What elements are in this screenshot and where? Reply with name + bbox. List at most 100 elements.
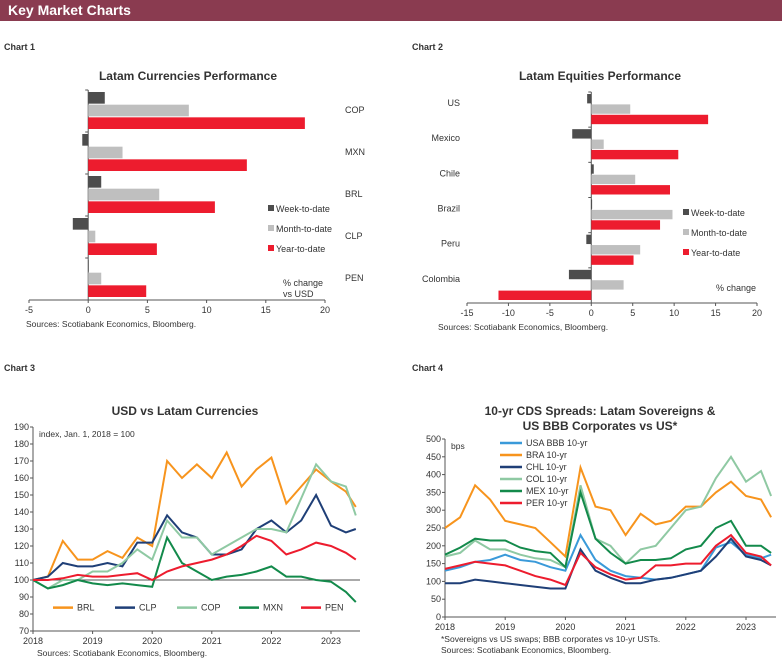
x-tick-label: -10	[502, 308, 515, 318]
x-tick-label: -5	[546, 308, 554, 318]
series-line-brl	[32, 450, 357, 581]
y-tick-label: 180	[14, 439, 29, 449]
x-tick-label: 20	[320, 305, 330, 315]
x-tick-label: 2023	[736, 622, 756, 632]
y-tick-label: 160	[14, 473, 29, 483]
category-label: Chile	[439, 168, 460, 178]
x-tick-label: 20	[752, 308, 762, 318]
y-tick-label: 300	[426, 505, 441, 515]
y-tick-label: 150	[14, 490, 29, 500]
y-tick-label: 70	[19, 626, 29, 636]
unit-annotation: % change	[283, 278, 323, 288]
series-line-chl-10-yr	[445, 537, 772, 590]
header-title: Key Market Charts	[8, 2, 131, 18]
bar-week-to-date	[88, 260, 89, 272]
series-line-pen	[33, 534, 357, 582]
bar-week-to-date	[72, 218, 89, 230]
series-line-bra-10-yr	[444, 463, 772, 559]
legend-label: MXN	[263, 603, 283, 613]
legend-label: MEX 10-yr	[526, 486, 569, 496]
y-tick-label: 500	[426, 434, 441, 444]
category-label: Colombia	[422, 274, 460, 284]
x-tick-label: 2023	[321, 636, 341, 646]
bar-month-to-date	[88, 272, 102, 285]
y-tick-label: 450	[426, 452, 441, 462]
x-tick-label: 10	[202, 305, 212, 315]
bar-month-to-date	[591, 209, 673, 220]
y-tick-label: 50	[431, 594, 441, 604]
y-tick-label: 90	[19, 592, 29, 602]
x-tick-label: 2020	[142, 636, 162, 646]
y-tick-label: 110	[15, 558, 29, 568]
x-tick-label: 0	[86, 305, 91, 315]
legend-swatch	[683, 209, 689, 215]
bar-year-to-date	[88, 117, 305, 129]
chart-label: Chart 3	[4, 363, 35, 373]
bar-week-to-date	[88, 176, 102, 188]
x-tick-label: 2021	[616, 622, 636, 632]
bar-year-to-date	[88, 243, 157, 255]
legend-label: COP	[201, 603, 221, 613]
series-line-col-10-yr	[444, 454, 773, 569]
category-label: PEN	[345, 273, 364, 283]
category-label: Brazil	[437, 204, 460, 214]
y-tick-label: 100	[426, 576, 441, 586]
legend-label: Week-to-date	[691, 208, 745, 218]
y-tick-label: 350	[426, 487, 441, 497]
source-note: Sources: Scotiabank Economics, Bloomberg…	[438, 322, 608, 332]
bar-month-to-date	[591, 280, 624, 290]
legend-label: Week-to-date	[276, 204, 330, 214]
y-tick-label: 190	[14, 422, 29, 432]
category-label: COP	[345, 105, 365, 115]
category-label: MXN	[345, 147, 365, 157]
legend-label: BRL	[77, 603, 95, 613]
bar-year-to-date	[498, 290, 592, 300]
source-note: Sources: Scotiabank Economics, Bloomberg…	[441, 645, 611, 655]
bar-week-to-date	[591, 164, 594, 174]
chart-title-line2: US BBB Corporates vs US*	[523, 419, 678, 433]
y-tick-label: 150	[426, 559, 441, 569]
legend-label: PER 10-yr	[526, 498, 568, 508]
x-tick-label: 2022	[676, 622, 696, 632]
bar-year-to-date	[591, 114, 709, 125]
chart-label: Chart 4	[412, 363, 443, 373]
bar-year-to-date	[591, 255, 634, 265]
legend-label: Year-to-date	[276, 244, 325, 254]
category-label: Mexico	[431, 133, 460, 143]
bar-month-to-date	[88, 146, 123, 159]
header-banner: Key Market Charts	[0, 0, 782, 21]
category-label: US	[447, 98, 460, 108]
bar-week-to-date	[568, 269, 592, 280]
y-tick-label: 140	[14, 507, 29, 517]
chart-title: USD vs Latam Currencies	[112, 404, 259, 418]
y-tick-label: 130	[14, 524, 29, 534]
y-axis-label: bps	[451, 441, 465, 451]
x-tick-label: 2022	[261, 636, 281, 646]
series-line-cop	[32, 462, 357, 590]
series-line-usa-bbb-10-yr	[444, 532, 772, 581]
bar-month-to-date	[88, 230, 96, 243]
bar-week-to-date	[587, 94, 592, 104]
bar-month-to-date	[591, 104, 631, 114]
legend-swatch	[268, 205, 274, 211]
legend-label: CHL 10-yr	[526, 462, 567, 472]
chart-label: Chart 1	[4, 42, 35, 52]
y-tick-label: 170	[14, 456, 29, 466]
bar-year-to-date	[591, 220, 661, 230]
x-tick-label: 2021	[202, 636, 222, 646]
bar-week-to-date	[88, 92, 105, 104]
bar-week-to-date	[572, 129, 592, 139]
legend-swatch	[683, 249, 689, 255]
y-tick-label: 80	[19, 609, 29, 619]
bar-year-to-date	[591, 185, 670, 195]
x-tick-label: 15	[711, 308, 721, 318]
x-tick-label: 2020	[555, 622, 575, 632]
x-tick-label: 5	[630, 308, 635, 318]
x-tick-label: -5	[25, 305, 33, 315]
legend-swatch	[268, 245, 274, 251]
legend-label: USA BBB 10-yr	[526, 438, 588, 448]
bar-year-to-date	[88, 285, 147, 297]
legend-label: Month-to-date	[276, 224, 332, 234]
source-note: Sources: Scotiabank Economics, Bloomberg…	[26, 319, 196, 329]
